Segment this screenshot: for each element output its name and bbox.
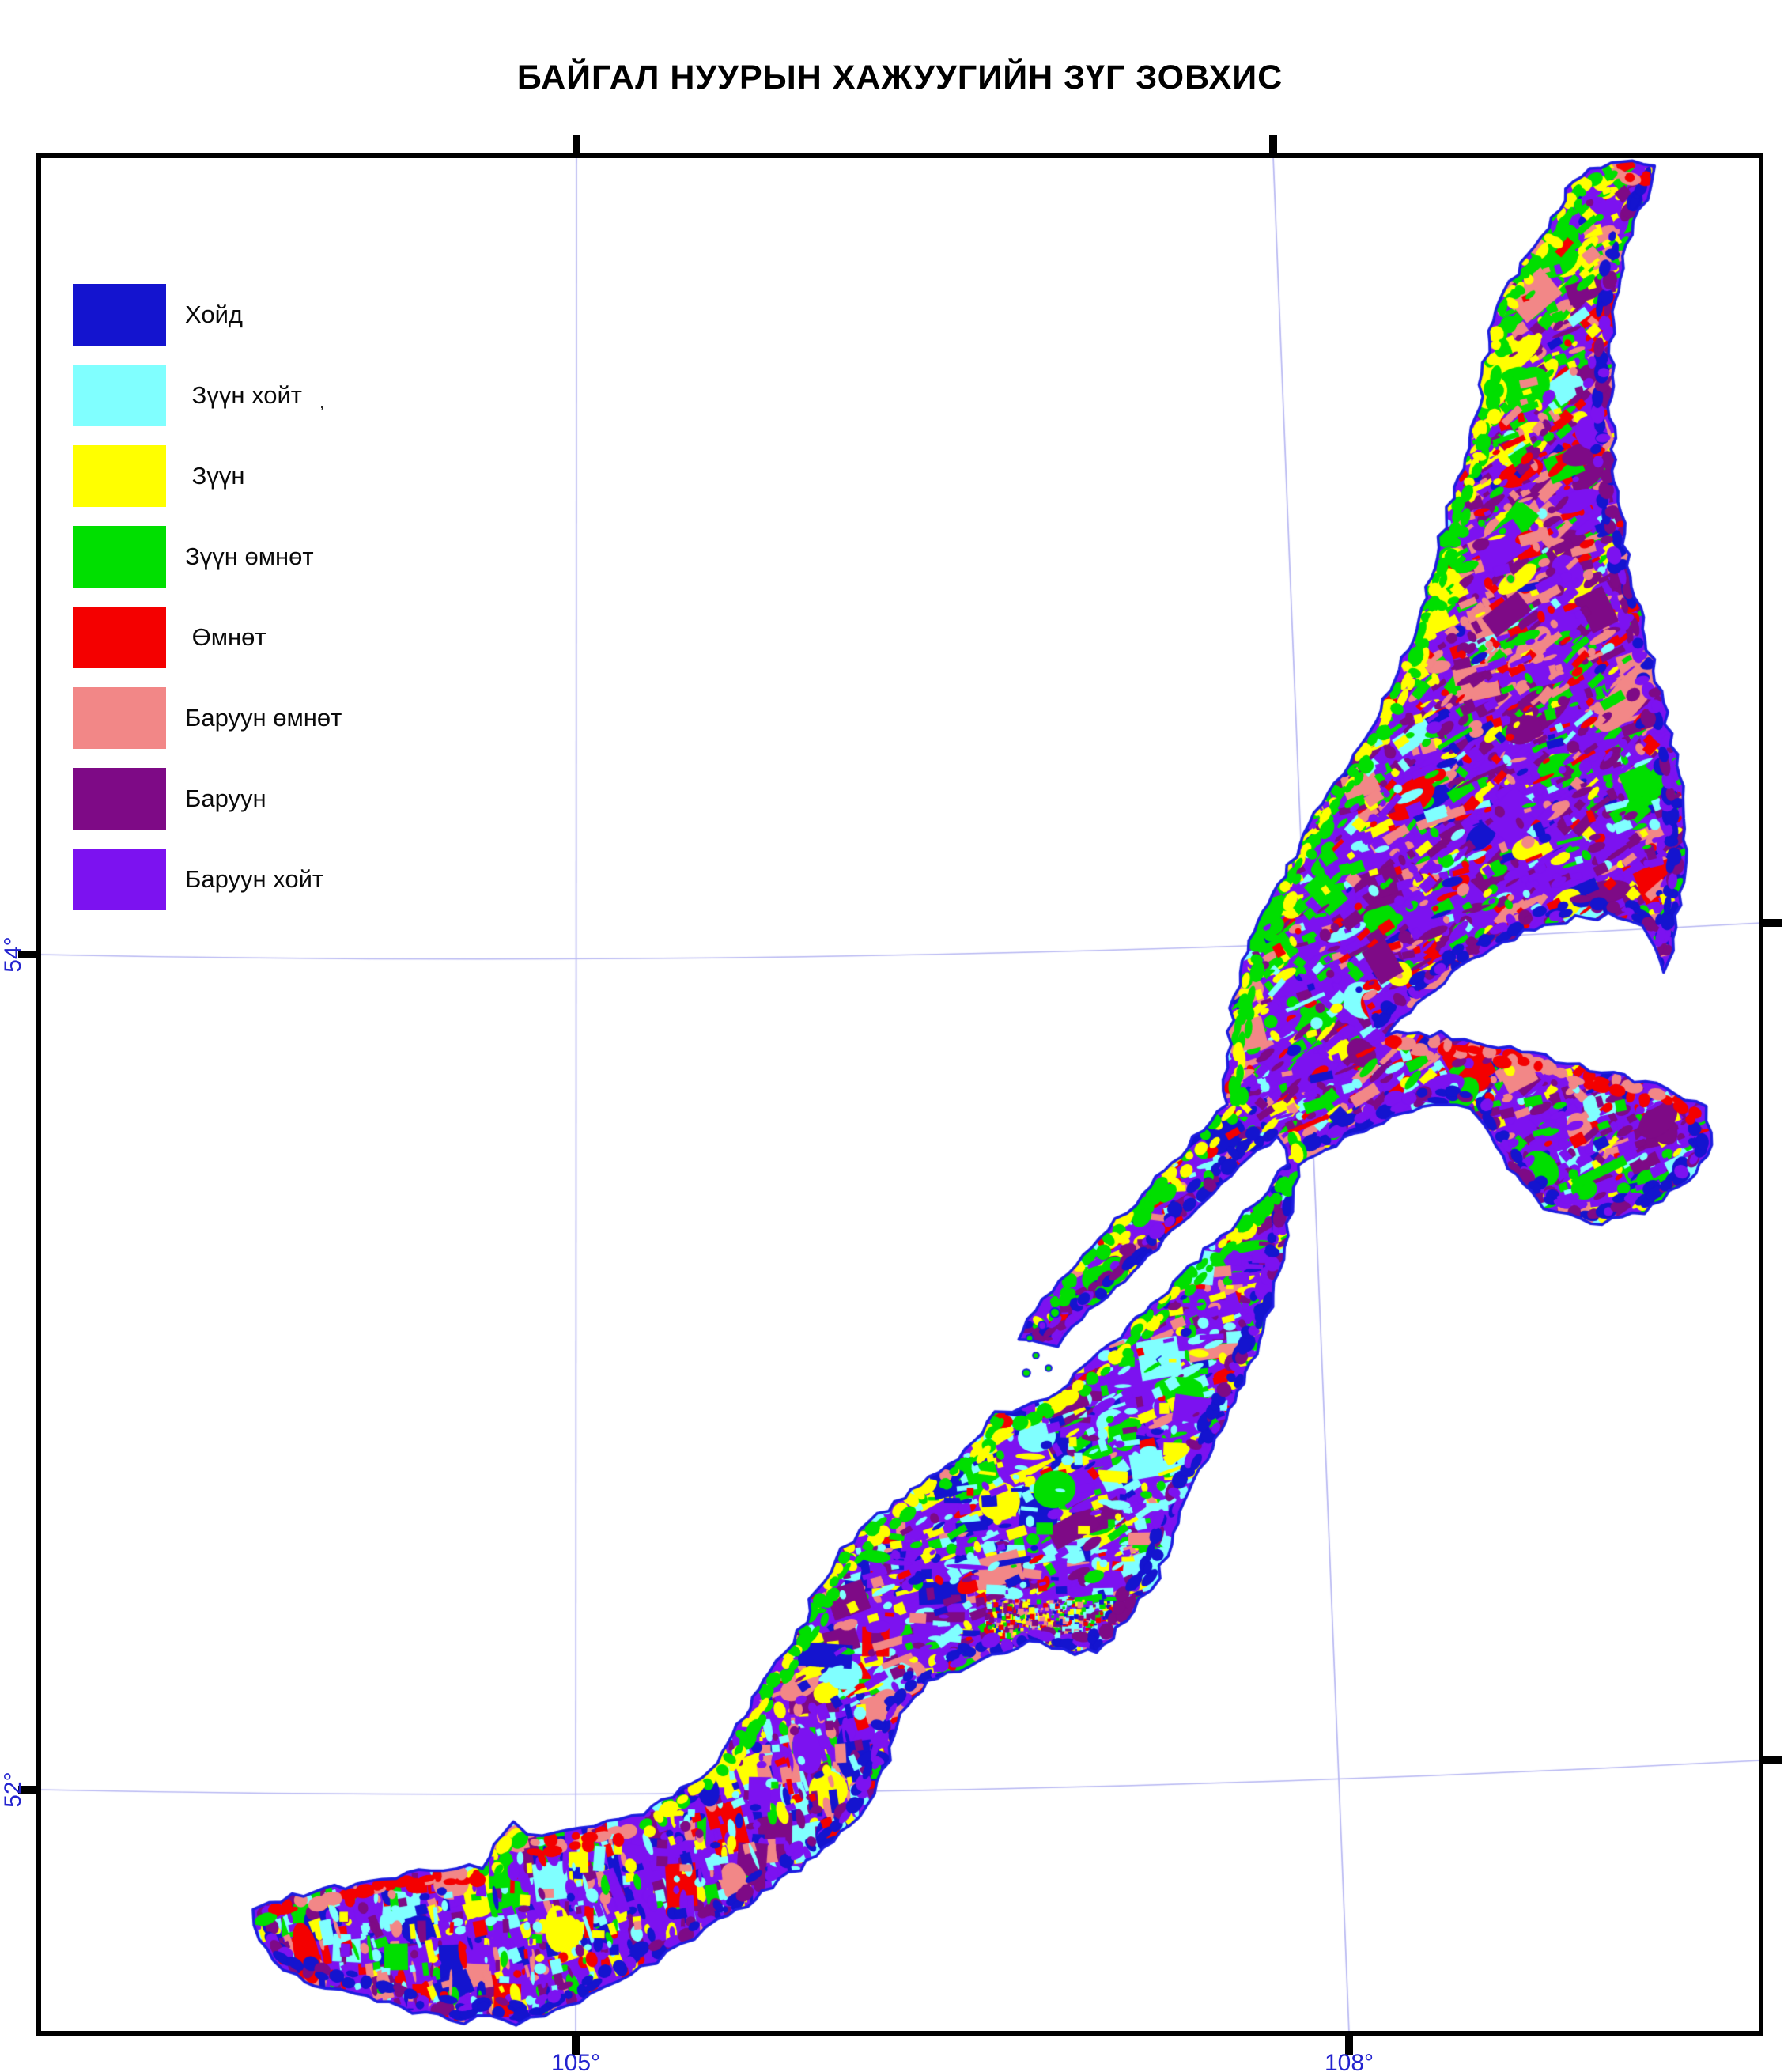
longitude-label-108: 108° bbox=[1324, 2050, 1374, 2072]
latitude-label-54: 54° bbox=[0, 936, 26, 973]
legend-item-w: Баруун bbox=[73, 768, 342, 830]
legend-item-ne: Зүүн хойт bbox=[73, 365, 342, 426]
legend-label-s: Өмнөт bbox=[185, 623, 266, 651]
legend-swatch-e bbox=[73, 445, 166, 507]
legend-label-nw: Баруун хойт bbox=[185, 865, 324, 893]
legend-label-w: Баруун bbox=[185, 785, 266, 812]
legend-label-e: Зүүн bbox=[185, 462, 245, 490]
legend-item-nw: Баруун хойт bbox=[73, 849, 342, 910]
legend-swatch-ne bbox=[73, 365, 166, 426]
legend-swatch-w bbox=[73, 768, 166, 830]
map-neatline-frame bbox=[36, 153, 1763, 2036]
legend-swatch-nw bbox=[73, 849, 166, 910]
legend-stray-mark: , bbox=[319, 392, 325, 412]
legend-item-e: Зүүн bbox=[73, 445, 342, 507]
legend-swatch-sw bbox=[73, 687, 166, 749]
legend-swatch-n bbox=[73, 284, 166, 346]
map-title: БАЙГАЛ НУУРЫН ХАЖУУГИЙН ЗҮГ ЗОВХИС bbox=[516, 59, 1283, 96]
legend-swatch-s bbox=[73, 607, 166, 668]
legend: Хойд Зүүн хойт Зүүн Зүүн өмнөт Өмнөт Баруу… bbox=[73, 284, 342, 929]
legend-label-se: Зүүн өмнөт bbox=[185, 543, 314, 570]
longitude-label-105: 105° bbox=[550, 2050, 601, 2072]
legend-item-sw: Баруун өмнөт bbox=[73, 687, 342, 749]
legend-label-ne: Зүүн хойт bbox=[185, 381, 302, 409]
legend-label-n: Хойд bbox=[185, 301, 243, 328]
legend-item-se: Зүүн өмнөт bbox=[73, 526, 342, 588]
graticule-ticks bbox=[18, 135, 1782, 2055]
legend-item-n: Хойд bbox=[73, 284, 342, 346]
legend-swatch-se bbox=[73, 526, 166, 588]
latitude-label-52: 52° bbox=[0, 1771, 26, 1808]
legend-item-s: Өмнөт bbox=[73, 607, 342, 668]
legend-label-sw: Баруун өмнөт bbox=[185, 704, 342, 732]
